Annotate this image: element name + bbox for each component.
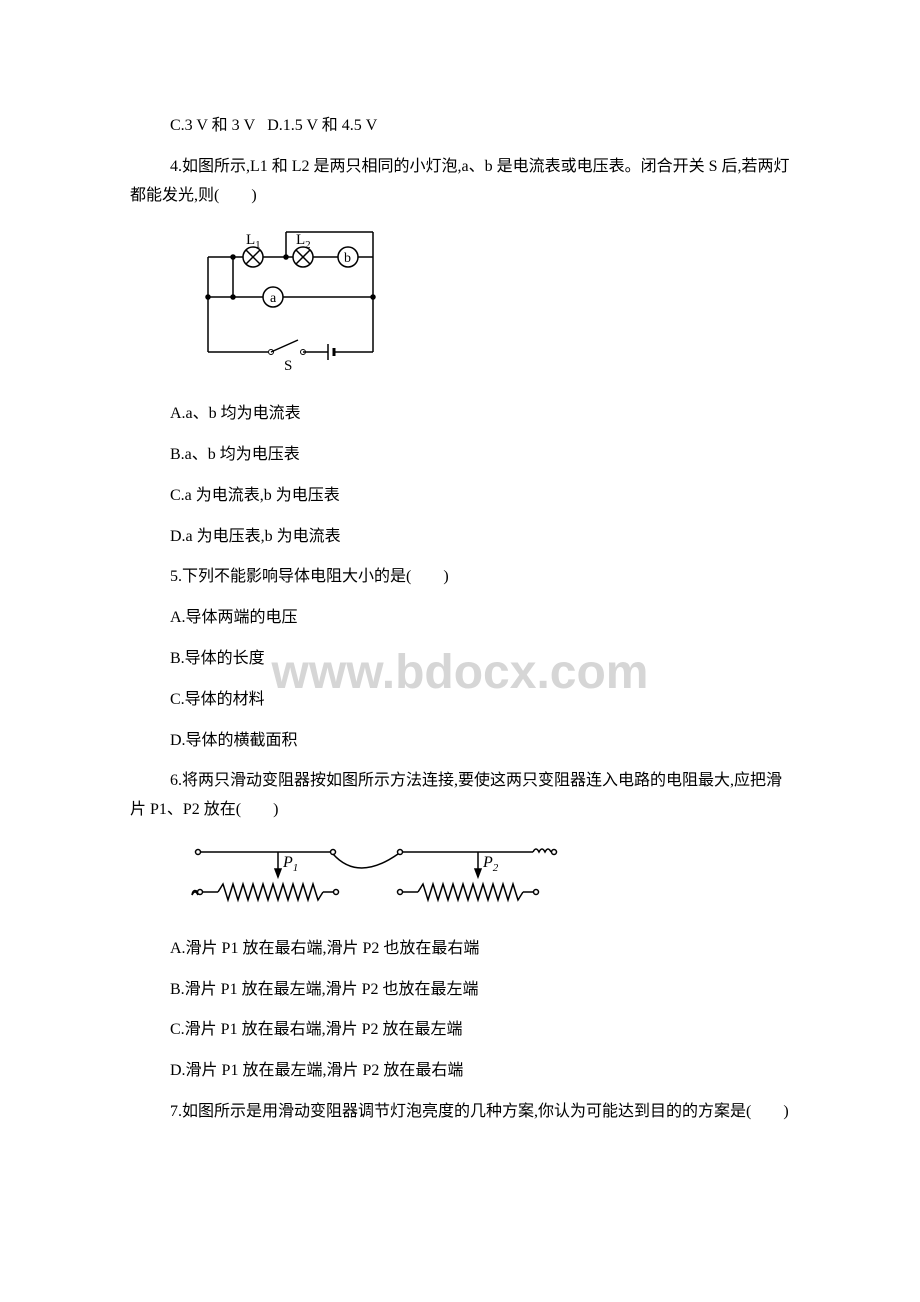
svg-text:b: b — [344, 251, 351, 266]
q5-opt-b: B.导体的长度 — [130, 645, 790, 674]
q4-text: 4.如图所示,L1 和 L2 是两只相同的小灯泡,a、b 是电流表或电压表。闭合… — [130, 153, 790, 211]
q6-opt-b: B.滑片 P1 放在最左端,滑片 P2 也放在最左端 — [130, 976, 790, 1005]
svg-text:P2: P2 — [482, 854, 499, 874]
q4-figure: L1 L2 a b S — [178, 222, 790, 388]
q6-opt-c: C.滑片 P1 放在最右端,滑片 P2 放在最左端 — [130, 1016, 790, 1045]
q6-figure: P1 P2 — [178, 837, 790, 923]
q5-text: 5.下列不能影响导体电阻大小的是( ) — [130, 563, 790, 592]
q5-opt-a: A.导体两端的电压 — [130, 604, 790, 633]
q6-opt-a: A.滑片 P1 放在最右端,滑片 P2 也放在最右端 — [130, 935, 790, 964]
q4-opt-c: C.a 为电流表,b 为电压表 — [130, 482, 790, 511]
q3-opt-c: C.3 V 和 3 V — [170, 117, 255, 134]
svg-text:P1: P1 — [282, 854, 298, 874]
q3-opt-d: D.1.5 V 和 4.5 V — [267, 117, 377, 134]
q5-opt-c: C.导体的材料 — [130, 686, 790, 715]
svg-text:a: a — [270, 291, 277, 306]
q6-text: 6.将两只滑动变阻器按如图所示方法连接,要使这两只变阻器连入电路的电阻最大,应把… — [130, 767, 790, 825]
q4-opt-b: B.a、b 均为电压表 — [130, 441, 790, 470]
q3-options-cd: C.3 V 和 3 V D.1.5 V 和 4.5 V — [130, 112, 790, 141]
q5-opt-d: D.导体的横截面积 — [130, 727, 790, 756]
svg-text:S: S — [284, 358, 292, 374]
q4-opt-d: D.a 为电压表,b 为电流表 — [130, 523, 790, 552]
q7-text: 7.如图所示是用滑动变阻器调节灯泡亮度的几种方案,你认为可能达到目的的方案是( … — [130, 1098, 790, 1127]
q6-opt-d: D.滑片 P1 放在最左端,滑片 P2 放在最右端 — [130, 1057, 790, 1086]
q4-opt-a: A.a、b 均为电流表 — [130, 400, 790, 429]
page-content: C.3 V 和 3 V D.1.5 V 和 4.5 V 4.如图所示,L1 和 … — [0, 0, 920, 1199]
